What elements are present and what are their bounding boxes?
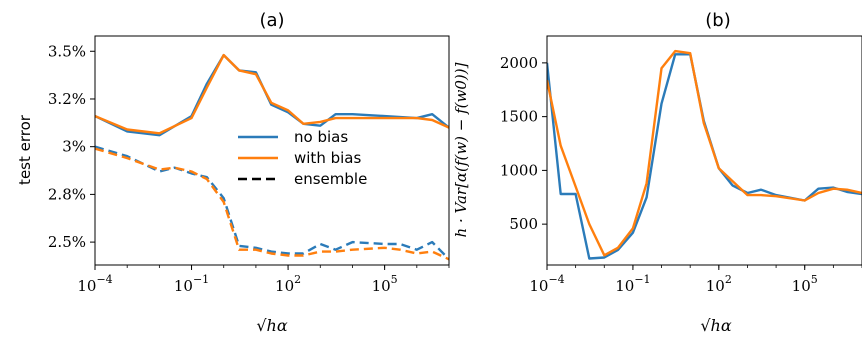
x-tick-label: 105 <box>372 273 398 295</box>
x-tick-label: 105 <box>792 273 818 295</box>
panel-a: (a) 10−4 10−1 102 105 2.5% 2.8% 3% 3.2% 3.5% te… <box>16 10 450 335</box>
panel-a-x-axis-label: √hα <box>256 316 288 335</box>
panel-a-legend: no bias with bias ensemble <box>238 128 367 188</box>
y-tick-label: 1000 <box>500 161 538 179</box>
panel-a-x-ticks: 10−4 10−1 102 105 <box>77 265 450 295</box>
panel-b-y-ticks: 500 1000 1500 2000 <box>500 54 547 233</box>
panel-a-y-axis-label: test error <box>16 114 34 185</box>
panel-a-frame <box>94 35 450 266</box>
x-tick-label: 10−1 <box>615 273 650 295</box>
y-tick-label: 3% <box>62 138 86 156</box>
x-tick-label: 102 <box>706 273 732 295</box>
series-line-a-0 <box>95 53 449 137</box>
panel-b-title: (b) <box>705 10 730 31</box>
panel-b-x-ticks: 10−4 10−1 102 105 <box>529 265 862 295</box>
series-line-a-3 <box>95 147 449 261</box>
x-tick-label: 102 <box>275 273 301 295</box>
panel-a-series-layer <box>95 53 449 261</box>
legend-label: ensemble <box>294 170 367 188</box>
panel-a-y-ticks: 2.5% 2.8% 3% 3.2% 3.5% <box>48 42 95 251</box>
series-line-b-1 <box>547 49 862 257</box>
legend-label: no bias <box>294 128 348 146</box>
panel-b-y-axis-label: h · Var[α(f(w) − f(w0))] <box>452 62 470 237</box>
y-tick-label: 2.8% <box>48 185 86 203</box>
panel-b: (b) 10−4 10−1 102 105 500 1000 1500 2000 h · V… <box>452 10 862 335</box>
panel-a-x-axis-label-text: √hα <box>256 316 288 335</box>
y-tick-label: 3.2% <box>48 90 86 108</box>
panel-b-frame <box>546 35 862 266</box>
x-tick-label: 10−4 <box>77 273 112 295</box>
legend-label: with bias <box>294 149 361 167</box>
panel-a-title: (a) <box>259 10 284 31</box>
y-tick-label: 2000 <box>500 54 538 72</box>
y-tick-label: 500 <box>509 215 538 233</box>
panel-b-series-layer <box>547 49 862 260</box>
y-tick-label: 3.5% <box>48 42 86 60</box>
series-line-a-2 <box>95 145 449 261</box>
y-tick-label: 1500 <box>500 108 538 126</box>
series-line-a-1 <box>95 53 449 135</box>
panel-b-x-axis-label: √hα <box>700 316 732 335</box>
x-tick-label: 10−1 <box>174 273 209 295</box>
y-tick-label: 2.5% <box>48 233 86 251</box>
x-tick-label: 10−4 <box>529 273 564 295</box>
series-line-b-0 <box>547 53 862 260</box>
